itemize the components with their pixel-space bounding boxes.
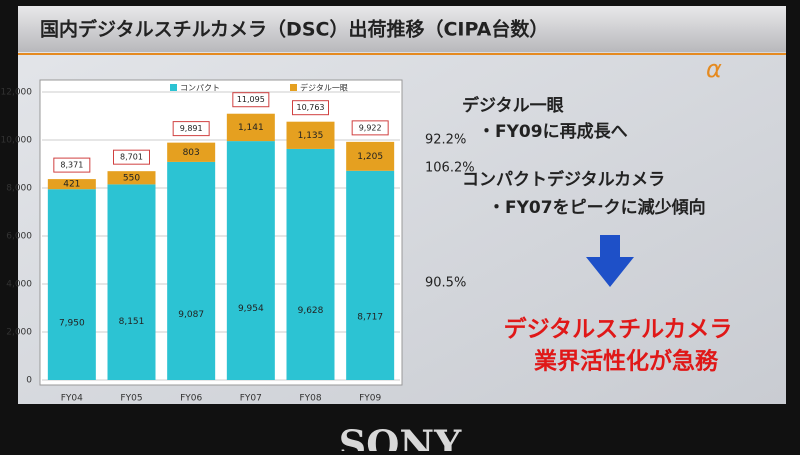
- value-label: 9,628: [298, 306, 324, 316]
- value-label: 803: [183, 148, 200, 158]
- value-label: 421: [63, 180, 80, 190]
- x-tick-label: FY04: [61, 394, 83, 404]
- total-box: [232, 92, 270, 108]
- value-label: 8,717: [357, 313, 383, 323]
- legend-label: コンパクト: [180, 84, 220, 93]
- value-label: 9,954: [238, 304, 264, 314]
- arrow: [586, 235, 634, 287]
- bar-segment: [286, 148, 335, 380]
- bar-segment: [346, 141, 395, 171]
- total-label: 10,763: [297, 103, 325, 112]
- annotation: 92.2%: [425, 133, 466, 148]
- value-label: 1,141: [238, 123, 264, 133]
- total-box: [53, 157, 91, 173]
- conclusion: デジタルスチルカメラ: [504, 316, 733, 343]
- x-tick-label: FY06: [180, 394, 202, 404]
- brand: SONY: [339, 422, 462, 452]
- bar-segment: [226, 141, 275, 380]
- bar-segment: [107, 171, 156, 185]
- bar-segment: [286, 121, 335, 149]
- plot-area: [39, 79, 403, 386]
- y-tick-label: 0: [26, 376, 32, 386]
- y-tick-label: 4,000: [6, 280, 32, 290]
- note-heading: デジタル一眼: [462, 95, 564, 116]
- x-tick-label: FY05: [120, 394, 142, 404]
- total-label: 9,891: [180, 124, 203, 133]
- value-label: 9,087: [178, 310, 204, 320]
- total-label: 9,922: [359, 123, 382, 132]
- y-tick-label: 10,000: [1, 136, 33, 146]
- bar-segment: [167, 161, 216, 380]
- title: 国内デジタルスチルカメラ（DSC）出荷推移（CIPA台数）: [40, 18, 548, 41]
- bar-segment: [47, 179, 96, 190]
- x-tick-label: FY09: [359, 394, 381, 404]
- y-tick-label: 8,000: [6, 184, 32, 194]
- y-tick-label: 12,000: [1, 88, 33, 98]
- total-box: [172, 121, 210, 137]
- value-label: 8,151: [119, 317, 145, 327]
- annotation: 90.5%: [425, 276, 466, 291]
- title-bar: [18, 6, 786, 52]
- logo: α: [706, 55, 722, 83]
- value-label: 1,135: [298, 131, 324, 141]
- bar-segment: [226, 113, 275, 142]
- total-label: 11,095: [237, 95, 265, 104]
- value-label: 1,205: [357, 152, 383, 162]
- bar-segment: [346, 170, 395, 380]
- conclusion: 業界活性化が急務: [533, 348, 719, 375]
- legend-label: デジタル一眼: [300, 83, 348, 93]
- bar-segment: [167, 142, 216, 162]
- y-tick-label: 2,000: [6, 328, 32, 338]
- total-label: 8,371: [60, 161, 83, 170]
- note: ・FY09に再成長へ: [478, 121, 628, 142]
- x-tick-label: FY08: [299, 394, 321, 404]
- y-tick-label: 6,000: [6, 232, 32, 242]
- bar-segment: [47, 189, 96, 380]
- note: ・FY07をピークに減少傾向: [488, 197, 706, 218]
- legend-swatch: [290, 84, 297, 91]
- annotation: 106.2%: [425, 161, 475, 176]
- x-tick-label: FY07: [240, 394, 262, 404]
- value-label: 7,950: [59, 318, 85, 328]
- bar-segment: [107, 184, 156, 380]
- legend-swatch: [170, 84, 177, 91]
- note-heading: コンパクトデジタルカメラ: [462, 169, 665, 190]
- total-box: [292, 100, 329, 116]
- value-label: 550: [123, 173, 140, 183]
- total-box: [113, 149, 150, 165]
- total-label: 8,701: [120, 153, 143, 162]
- total-box: [351, 120, 389, 136]
